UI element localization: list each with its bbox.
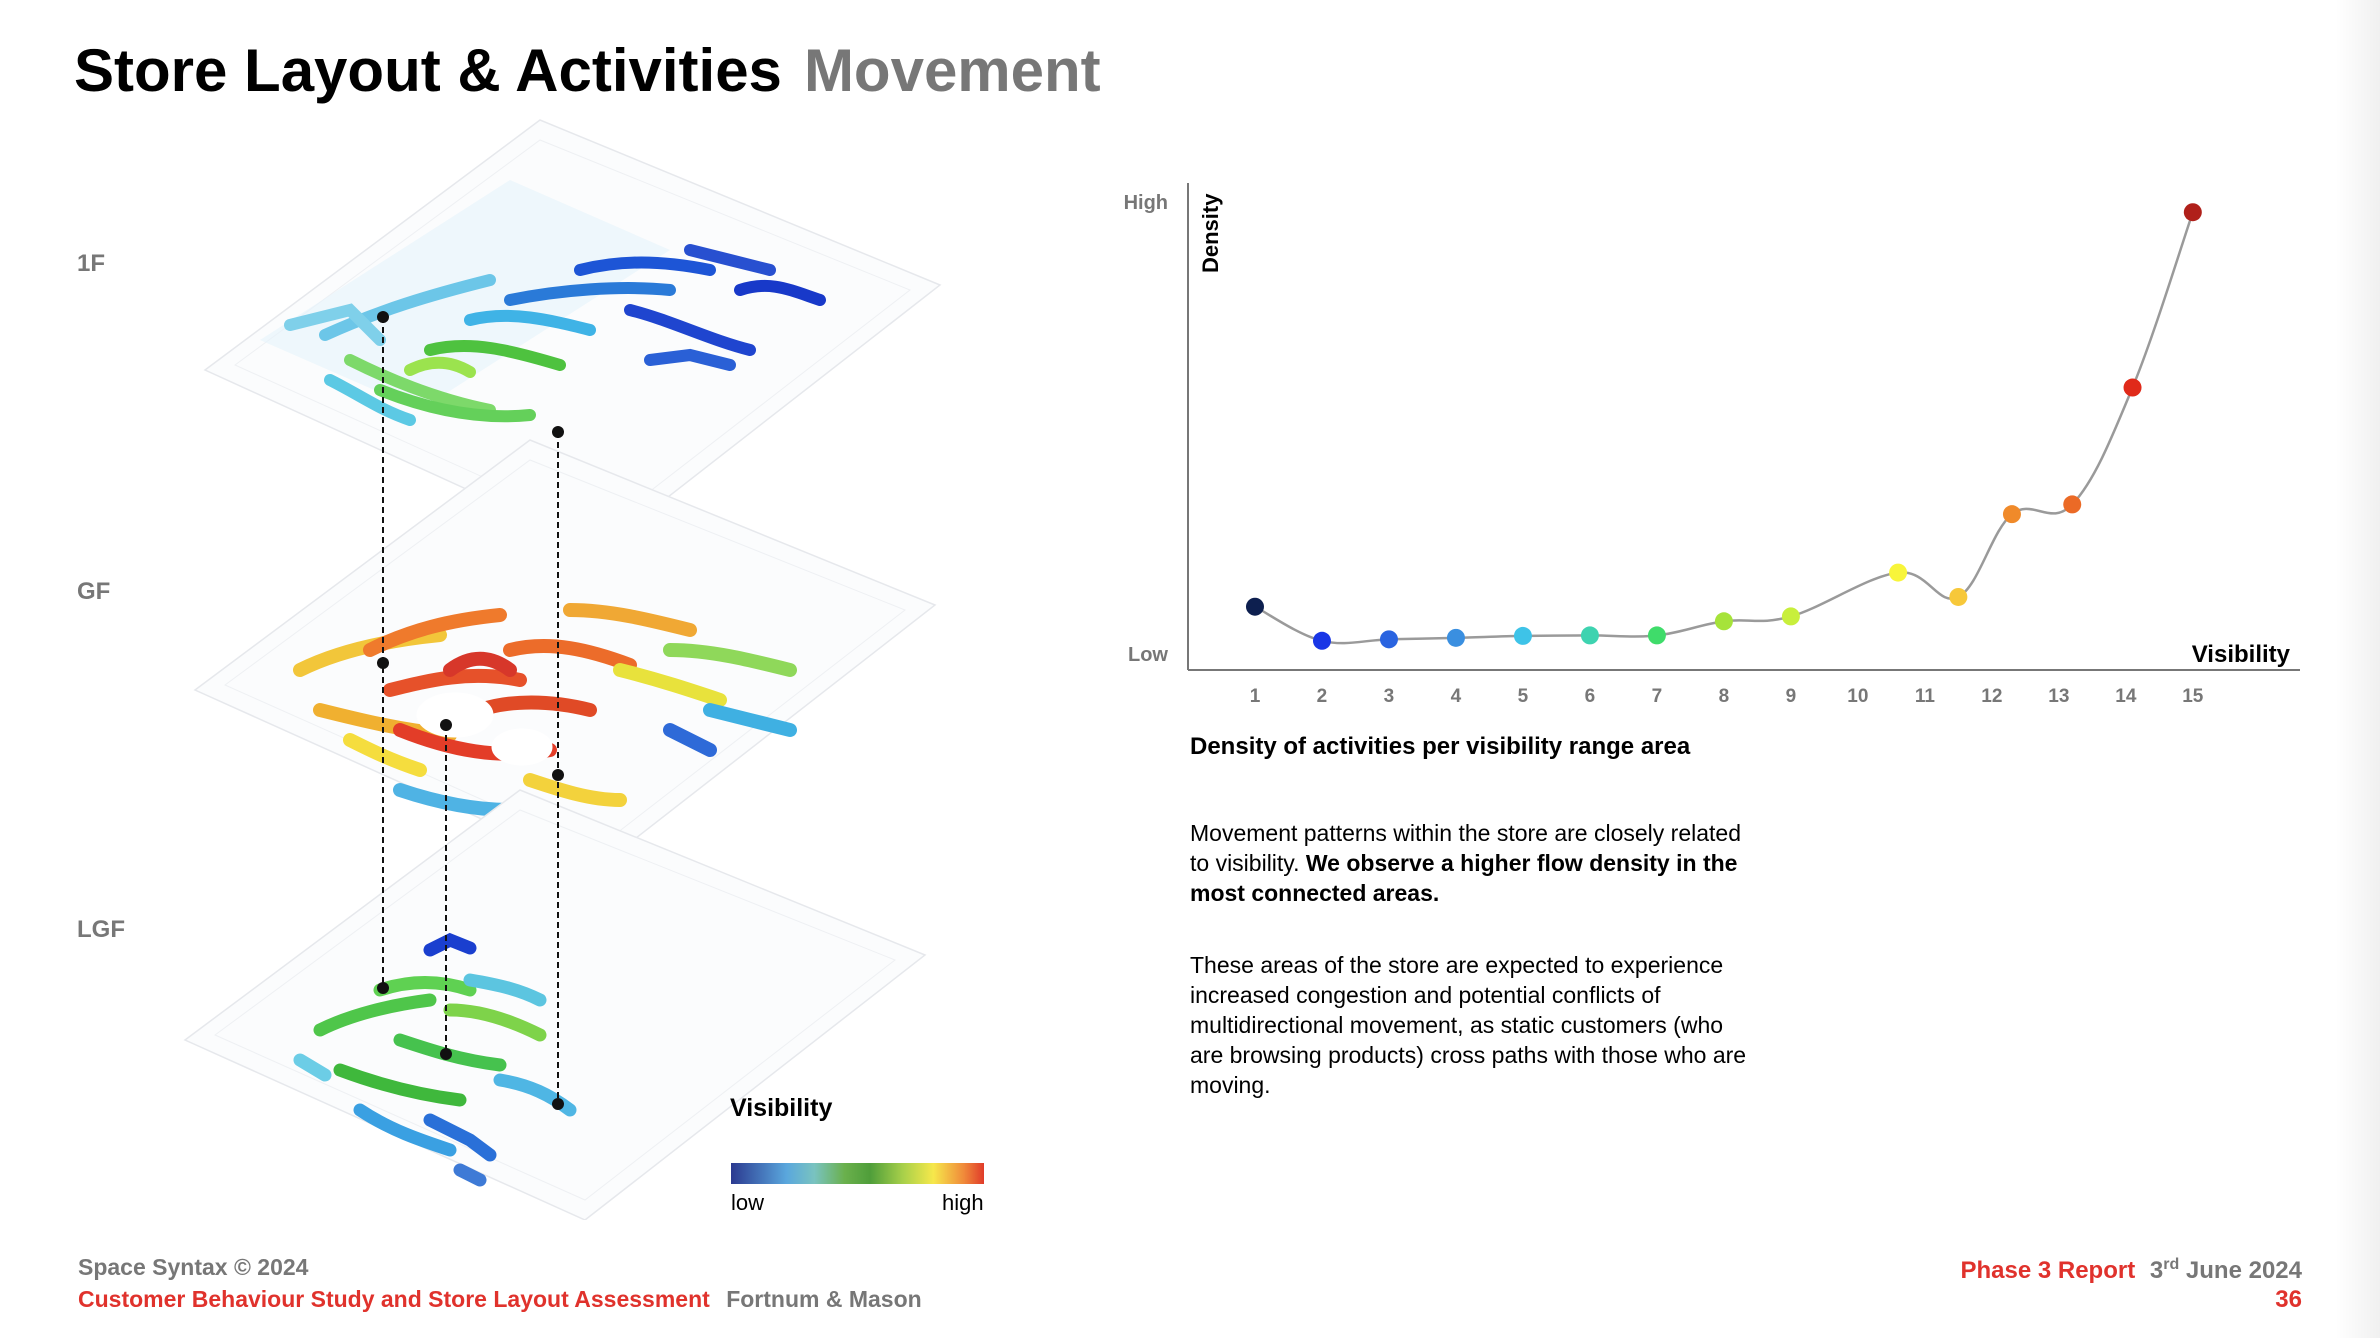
x-tick-labels: 1 2 3 4 5 6 7 8 9 10 11 12 13 14 15	[1250, 686, 2204, 707]
x-tick-4: 4	[1451, 686, 1462, 707]
footer-study-title: Customer Behaviour Study and Store Layou…	[78, 1286, 710, 1312]
description-paragraph-2: These areas of the store are expected to…	[1190, 952, 1747, 1098]
x-tick-9: 9	[1786, 686, 1797, 707]
data-point-11	[1949, 587, 1968, 606]
x-tick-11: 11	[1915, 686, 1936, 707]
description-para1-plain: Movement patterns within the store are c…	[1190, 820, 1741, 876]
data-point-15	[2183, 203, 2202, 222]
x-tick-3: 3	[1384, 686, 1395, 707]
series-line	[1254, 211, 2195, 645]
floor-label-gf: GF	[77, 578, 111, 605]
footer-date-suffix: rd	[2163, 1256, 2180, 1273]
description-paragraph-1: Movement patterns within the store are c…	[1190, 818, 1750, 908]
x-tick-14: 14	[2115, 686, 2137, 707]
vertical-connectors	[382, 317, 559, 1104]
legend-low-label: low	[731, 1190, 765, 1215]
data-point-5	[1513, 626, 1532, 645]
data-point-8	[1714, 612, 1733, 631]
y-axis-label: Density	[1198, 193, 1223, 273]
data-point-6	[1580, 626, 1599, 645]
connector-dots	[377, 311, 564, 1110]
footer-client: Fortnum & Mason	[726, 1286, 922, 1312]
footer-date-day: 3	[2149, 1257, 2164, 1284]
x-tick-2: 2	[1317, 686, 1328, 707]
footer-report: Phase 3 Report	[1960, 1257, 2136, 1284]
footer-project: Customer Behaviour Study and Store Layou…	[78, 1286, 922, 1313]
description-para1-bold: We observe a higher flow density in the …	[1190, 850, 1738, 906]
data-point-4	[1446, 628, 1465, 647]
x-axis-label: Visibility	[2192, 641, 2291, 668]
legend-title: Visibility	[730, 1094, 833, 1122]
x-tick-10: 10	[1847, 686, 1868, 707]
x-tick-12: 12	[1981, 686, 2002, 707]
heatmap-1f	[284, 244, 826, 426]
data-point-1	[1245, 597, 1264, 616]
y-tick-low: Low	[1128, 644, 1168, 666]
y-tick-high: High	[1124, 192, 1168, 214]
x-tick-15: 15	[2182, 686, 2204, 707]
data-point-12	[2002, 505, 2021, 524]
floor-plate-1f	[203, 119, 942, 551]
density-chart: High Low Density Visibility 1 2 3 4 5 6 7 8 9 10 1…	[1124, 183, 2300, 707]
data-point-10	[1889, 563, 1908, 582]
data-point-9	[1781, 607, 1800, 626]
footer-copyright: Space Syntax © 2024	[78, 1254, 309, 1280]
data-point-7	[1647, 626, 1666, 645]
legend-high-label: high	[942, 1190, 984, 1215]
floor-plan-diagram	[183, 119, 942, 1220]
title-main: Store Layout & Activities	[74, 37, 782, 104]
ring-openings-gf	[416, 692, 553, 766]
floor-label-lgf: LGF	[77, 916, 125, 943]
data-point-3	[1379, 630, 1398, 649]
x-tick-6: 6	[1585, 686, 1596, 707]
x-tick-5: 5	[1518, 686, 1529, 707]
legend-color-ramp	[731, 1163, 984, 1184]
x-tick-7: 7	[1652, 686, 1663, 707]
heatmap-lgf	[293, 932, 577, 1187]
heatmap-gf	[293, 603, 797, 817]
data-point-2	[1312, 631, 1331, 650]
x-tick-1: 1	[1250, 686, 1261, 707]
footer-report-date: Phase 3 Report 3rd June 2024	[1960, 1256, 2302, 1285]
floor-label-1f: 1F	[77, 250, 106, 277]
x-tick-13: 13	[2048, 686, 2069, 707]
page-edge-shadow	[2335, 0, 2380, 1338]
page-number: 36	[2275, 1286, 2302, 1313]
series-points	[1245, 203, 2202, 650]
data-point-13	[2063, 495, 2082, 514]
x-tick-8: 8	[1719, 686, 1730, 707]
footer-date-rest: June 2024	[2185, 1257, 2302, 1284]
chart-caption: Density of activities per visibility ran…	[1190, 733, 1691, 760]
footer-date: 3rd June 2024	[2149, 1256, 2302, 1284]
title-subtitle: Movement	[803, 37, 1101, 104]
floor-plate-gf	[193, 439, 937, 871]
data-point-14	[2123, 378, 2142, 397]
floor-plate-lgf	[183, 789, 927, 1220]
page-title: Store Layout & Activities Movement	[74, 36, 1101, 105]
